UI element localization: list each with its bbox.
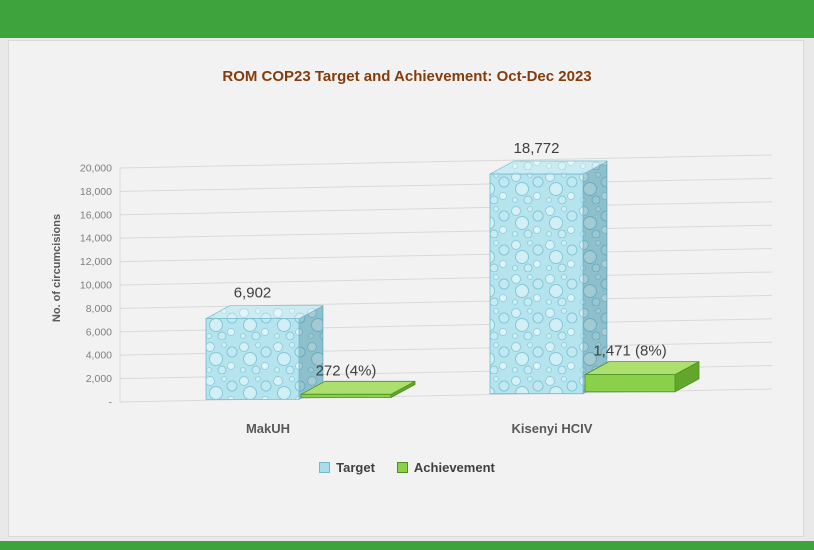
- achievement-legend-swatch: [396, 462, 408, 473]
- legend-item-achievement: Achievement: [396, 460, 495, 475]
- target-legend-label: Target: [336, 460, 375, 475]
- y-axis-title: No. of circumcisions: [51, 213, 63, 323]
- bottom-green-strip: [0, 541, 814, 550]
- achievement-legend-label: Achievement: [413, 460, 495, 475]
- legend: Target Achievement: [0, 460, 814, 475]
- top-green-strip: [0, 0, 814, 38]
- target-legend-swatch: [319, 462, 331, 473]
- chart-frame: [8, 40, 804, 537]
- legend-item-target: Target: [319, 460, 375, 475]
- chart-title: ROM COP23 Target and Achievement: Oct-De…: [222, 68, 592, 85]
